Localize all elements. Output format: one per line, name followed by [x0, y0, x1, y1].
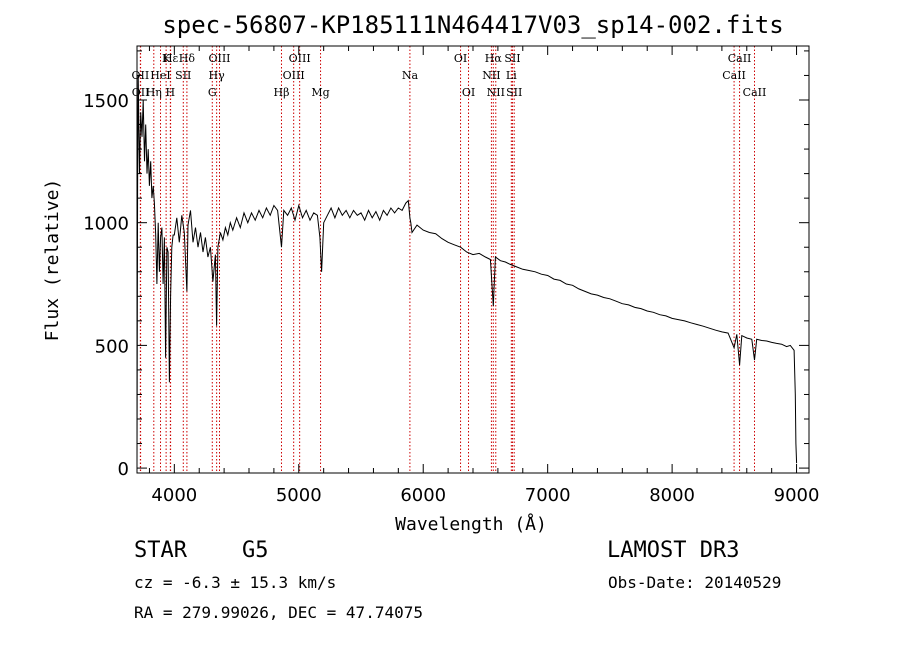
x-tick-label-0: 4000: [151, 485, 197, 506]
x-tick-label-4: 8000: [649, 485, 695, 506]
x-axis-label: Wavelength (Å): [395, 513, 547, 535]
y-tick-label-1: 500: [95, 336, 129, 357]
marker-label-5: Hη: [146, 86, 162, 99]
x-tick-label-1: 5000: [276, 485, 322, 506]
marker-label-12: OII: [132, 86, 150, 99]
marker-label-0: Hα: [485, 52, 503, 65]
marker-label-22: Li: [506, 69, 517, 82]
y-tick-label-0: 0: [118, 459, 129, 480]
y-tick-label-2: 1000: [83, 214, 129, 235]
spectrum-chart: spec-56807-KP185111N464417V03_sp14-002.f…: [42, 11, 820, 535]
marker-label-21: NII: [487, 86, 505, 99]
marker-label-27: CaII: [743, 86, 767, 99]
y-axis-ticks: 0 500 1000 1500: [83, 50, 809, 480]
marker-label-1: Hβ: [274, 86, 290, 99]
marker-label-16: OIII: [283, 69, 305, 82]
coordinates: RA = 279.99026, DEC = 47.74075: [134, 603, 423, 622]
marker-label-14: SII: [175, 69, 191, 82]
marker-label-10: Na: [402, 69, 419, 82]
survey-name: LAMOST DR3: [607, 538, 740, 563]
marker-label-4: Hε: [163, 52, 179, 65]
marker-label-9: Mg: [311, 86, 329, 99]
marker-label-18: OI: [454, 52, 467, 65]
marker-label-15: OIII: [208, 52, 230, 65]
marker-label-7: H: [166, 86, 176, 99]
marker-label-3: Hδ: [179, 52, 196, 65]
marker-label-25: CaII: [722, 69, 746, 82]
line-markers: [139, 46, 755, 473]
x-tick-label-5: 9000: [774, 485, 820, 506]
plot-frame: [136, 45, 810, 474]
x-tick-label-3: 7000: [525, 485, 571, 506]
x-axis-ticks: 4000 5000 6000 7000 8000 9000: [148, 46, 820, 506]
marker-label-23: SII: [504, 52, 520, 65]
chart-title: spec-56807-KP185111N464417V03_sp14-002.f…: [162, 11, 783, 39]
obs-date: Obs-Date: 20140529: [608, 573, 782, 592]
marker-label-24: SII: [506, 86, 522, 99]
marker-label-13: HeI: [150, 69, 170, 82]
marker-label-8: G: [208, 86, 217, 99]
marker-label-2: Hγ: [209, 69, 226, 82]
marker-label-17: OIII: [289, 52, 311, 65]
y-tick-label-3: 1500: [83, 91, 129, 112]
marker-label-19: OI: [462, 86, 475, 99]
marker-label-6: K: [162, 52, 171, 65]
x-tick-label-2: 6000: [400, 485, 446, 506]
object-subclass: G5: [242, 538, 269, 563]
y-axis-label: Flux (relative): [42, 179, 63, 342]
spectrum-line: [136, 75, 798, 464]
marker-label-26: CaII: [728, 52, 752, 65]
marker-label-20: NII: [482, 69, 500, 82]
object-class: STAR: [134, 538, 187, 563]
redshift-readout: cz = -6.3 ± 15.3 km/s: [134, 573, 337, 592]
